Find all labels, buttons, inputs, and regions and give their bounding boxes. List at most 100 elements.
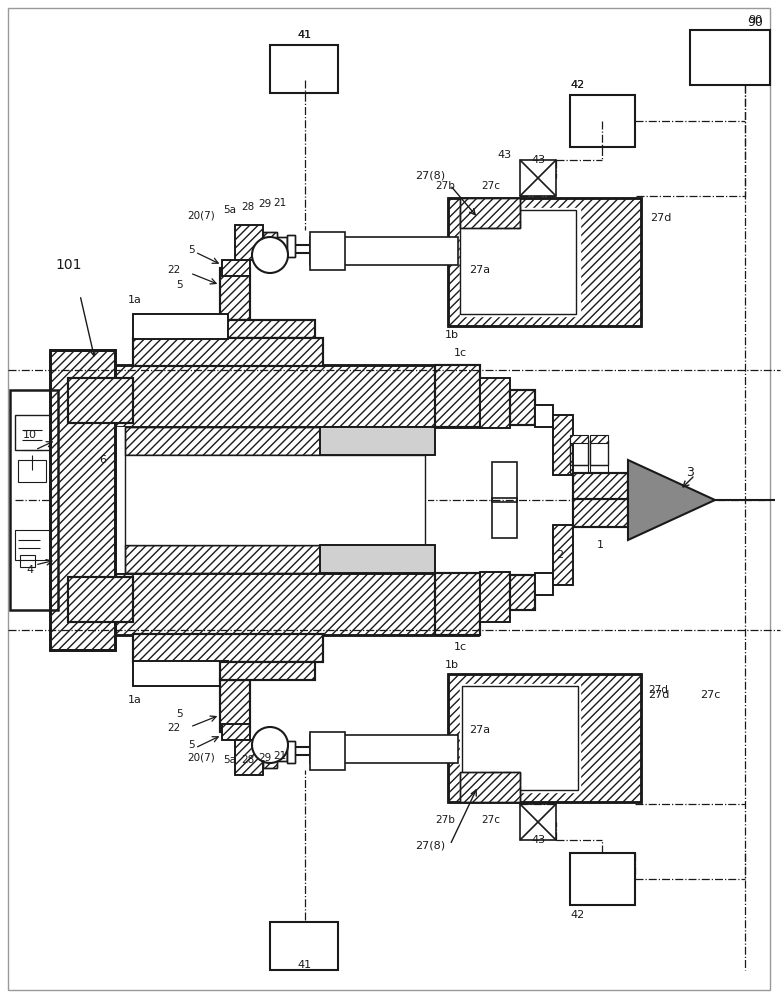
Bar — [68, 573, 478, 635]
Text: 10: 10 — [23, 430, 37, 440]
Bar — [263, 746, 277, 768]
Bar — [287, 235, 295, 257]
Bar — [460, 208, 580, 316]
Bar — [310, 232, 345, 270]
Bar — [287, 741, 295, 763]
Bar — [320, 427, 435, 455]
Text: 41: 41 — [297, 30, 311, 40]
Bar — [492, 498, 517, 538]
Bar — [133, 338, 323, 366]
Bar — [553, 525, 573, 585]
Bar — [553, 525, 573, 585]
Text: 90: 90 — [747, 15, 763, 28]
Bar — [480, 378, 510, 428]
Bar — [510, 390, 535, 425]
Bar — [553, 415, 573, 475]
Bar — [235, 740, 263, 775]
Text: 27b: 27b — [435, 815, 455, 825]
Bar — [133, 634, 323, 662]
Text: 28: 28 — [242, 202, 255, 212]
Bar — [435, 365, 480, 427]
Bar — [460, 684, 580, 792]
Bar — [535, 573, 553, 595]
Text: 5a: 5a — [224, 205, 236, 215]
Bar — [220, 320, 315, 338]
Bar — [50, 350, 115, 650]
Text: 27a: 27a — [469, 725, 490, 735]
Bar — [570, 440, 588, 465]
Bar — [20, 555, 35, 567]
Bar — [220, 662, 315, 680]
Bar — [68, 365, 478, 427]
Text: 1: 1 — [597, 540, 604, 550]
Text: 1a: 1a — [128, 295, 142, 305]
Text: 42: 42 — [570, 910, 584, 920]
Text: 1c: 1c — [454, 642, 467, 652]
Bar — [573, 499, 628, 527]
Bar — [68, 365, 478, 427]
Text: 90: 90 — [748, 15, 762, 25]
Bar — [220, 680, 250, 732]
Bar — [220, 680, 250, 732]
Bar — [15, 415, 50, 450]
Bar — [310, 732, 345, 770]
Text: 27b: 27b — [435, 181, 455, 191]
Bar — [270, 922, 338, 970]
Text: 29: 29 — [258, 199, 271, 209]
Text: 1b: 1b — [445, 660, 459, 670]
Bar — [448, 198, 641, 326]
Bar — [125, 427, 425, 455]
Bar — [220, 268, 250, 320]
Bar — [133, 338, 323, 366]
Bar — [310, 735, 458, 763]
Bar — [220, 268, 250, 320]
Text: 22: 22 — [167, 265, 180, 275]
Bar — [535, 405, 553, 427]
Bar — [125, 545, 425, 573]
Text: 22: 22 — [167, 723, 180, 733]
Bar — [222, 724, 250, 740]
Bar — [270, 45, 338, 93]
Bar — [220, 662, 315, 680]
Bar — [535, 573, 553, 595]
Bar — [448, 674, 641, 802]
Bar — [133, 661, 228, 686]
Bar — [573, 473, 628, 501]
Bar — [570, 95, 635, 147]
Bar — [573, 499, 628, 527]
Bar — [125, 545, 425, 573]
Bar — [435, 365, 480, 427]
Bar — [320, 545, 435, 573]
Text: 43: 43 — [531, 155, 545, 165]
Bar — [263, 232, 277, 254]
Bar — [460, 198, 520, 228]
Text: 41: 41 — [297, 30, 311, 40]
Bar — [590, 440, 608, 465]
Text: 1c: 1c — [454, 348, 467, 358]
Text: 28: 28 — [242, 755, 255, 765]
Bar — [68, 573, 478, 635]
Bar — [263, 232, 277, 254]
Bar — [277, 237, 287, 255]
Text: 20(7): 20(7) — [187, 753, 215, 763]
Text: 41: 41 — [297, 960, 311, 970]
Text: 27d: 27d — [650, 213, 672, 223]
Circle shape — [252, 237, 288, 273]
Bar — [435, 573, 480, 635]
Bar — [287, 235, 295, 257]
Bar — [460, 198, 520, 228]
Text: 43: 43 — [531, 835, 545, 845]
Bar — [510, 575, 535, 610]
Bar — [480, 572, 510, 622]
Text: 4: 4 — [27, 565, 34, 575]
Text: 6: 6 — [99, 455, 106, 465]
Bar — [630, 480, 650, 520]
Bar — [462, 686, 578, 790]
Bar — [125, 455, 425, 545]
Text: 29: 29 — [258, 753, 271, 763]
Bar — [492, 462, 517, 502]
Bar — [222, 724, 250, 740]
Bar — [570, 465, 588, 473]
Bar — [10, 390, 58, 610]
Text: 5: 5 — [188, 245, 195, 255]
